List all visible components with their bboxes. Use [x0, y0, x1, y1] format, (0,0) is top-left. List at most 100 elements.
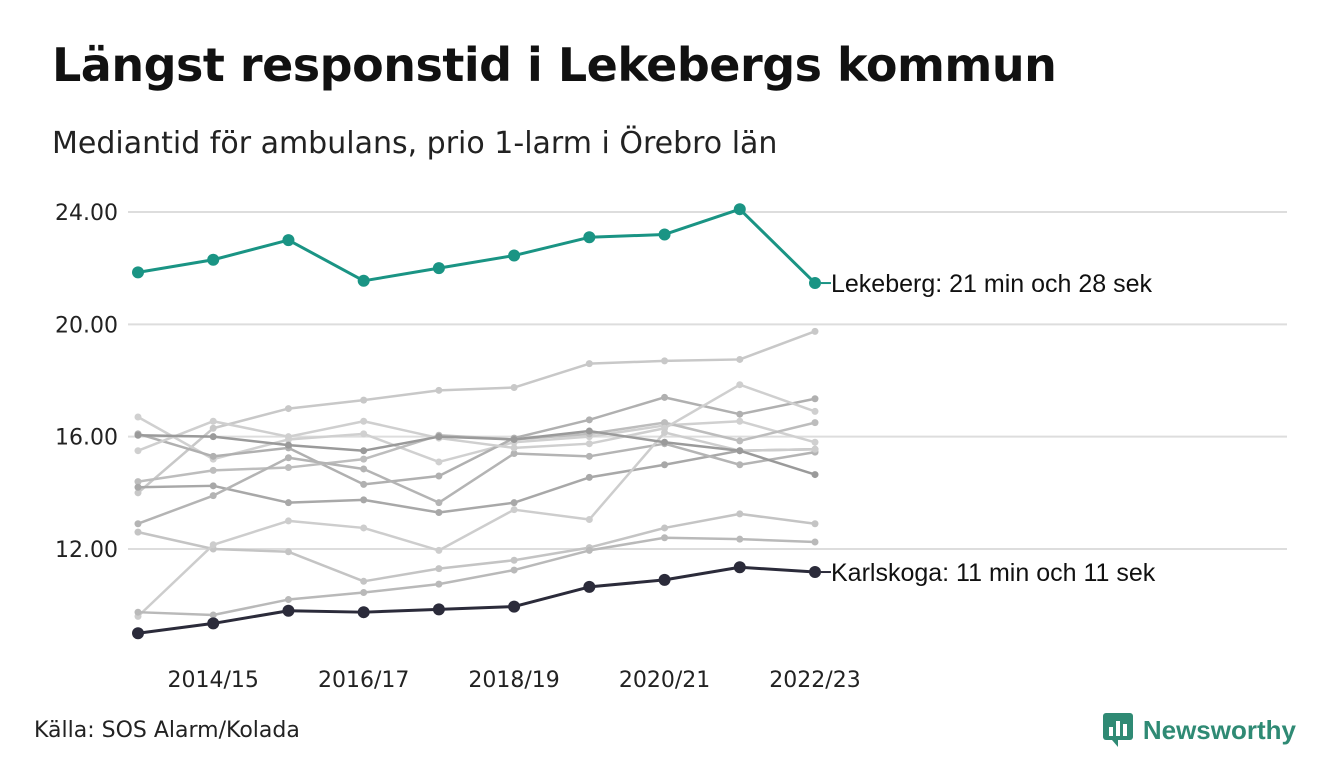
x-tick-label: 2020/21: [619, 668, 710, 693]
background-series-point: [360, 447, 368, 455]
karlskoga-series-point: [357, 606, 370, 619]
background-series-line: [137, 512, 816, 583]
background-series-point: [435, 565, 443, 573]
background-series-point: [736, 437, 744, 445]
background-series-point: [284, 433, 292, 441]
background-series-point: [585, 452, 593, 460]
background-series-point: [736, 381, 744, 389]
background-series-point: [134, 431, 142, 439]
background-series-point: [360, 465, 368, 473]
background-series-line: [137, 429, 816, 476]
background-series-point: [811, 438, 819, 446]
background-series-point: [585, 440, 593, 448]
background-series-point: [209, 424, 217, 432]
background-series-point: [134, 528, 142, 536]
background-series-point: [585, 416, 593, 424]
background-series-point: [811, 538, 819, 546]
background-series-point: [811, 327, 819, 335]
x-axis-ticks: 2014/15 2016/17 2018/19 2020/21 2022/23: [168, 668, 861, 693]
newsworthy-logo-icon: [1102, 713, 1133, 747]
karlskoga-series-point: [583, 580, 596, 593]
karlskoga-series-point: [508, 600, 521, 613]
background-series-point: [209, 433, 217, 441]
background-series-point: [510, 384, 518, 392]
y-tick-label: 16.00: [55, 426, 118, 451]
lekeberg-series-point: [658, 228, 671, 241]
y-tick-label: 24.00: [55, 201, 118, 226]
lekeberg-series-point: [508, 249, 521, 262]
background-series-point: [510, 506, 518, 514]
x-tick-label: 2018/19: [468, 668, 559, 693]
background-series-point: [360, 396, 368, 404]
background-series-point: [661, 524, 669, 532]
lekeberg-series-point: [282, 234, 295, 247]
background-series-point: [134, 489, 142, 497]
background-series-point: [360, 417, 368, 425]
background-series-point: [585, 360, 593, 368]
background-series-point: [811, 419, 819, 427]
background-series-point: [284, 548, 292, 556]
karlskoga-series-point: [432, 603, 445, 616]
background-series-point: [661, 428, 669, 436]
chart-subtitle: Mediantid för ambulans, prio 1-larm i Ör…: [52, 126, 778, 161]
background-series-point: [209, 541, 217, 549]
karlskoga-series-line: [137, 565, 816, 635]
background-series-point: [435, 433, 443, 441]
background-series-point: [736, 410, 744, 418]
background-series-point: [736, 417, 744, 425]
background-series-point: [435, 499, 443, 507]
background-series-point: [134, 478, 142, 486]
karlskoga-end-label: Karlskoga: 11 min och 11 sek: [831, 559, 1156, 587]
karlskoga-series-point: [809, 566, 821, 579]
background-series-point: [435, 508, 443, 516]
background-series-point: [811, 520, 819, 528]
background-series-point: [284, 499, 292, 507]
background-series-point: [134, 608, 142, 616]
x-tick-label: 2016/17: [318, 668, 409, 693]
highlighted-series: Lekeberg: 21 min och 28 sek Karlskoga: 11…: [132, 203, 1156, 640]
background-series-point: [661, 393, 669, 401]
background-series-line: [137, 415, 816, 464]
background-series-point: [209, 466, 217, 474]
y-tick-label: 12.00: [55, 538, 118, 563]
background-series-point: [811, 395, 819, 403]
background-series-point: [209, 417, 217, 425]
background-series-point: [585, 546, 593, 554]
background-series-point: [284, 454, 292, 462]
background-series: [134, 327, 819, 620]
background-series-point: [435, 472, 443, 480]
background-series-point: [736, 355, 744, 363]
background-series-point: [736, 510, 744, 518]
lekeberg-series-point: [733, 203, 746, 216]
background-series-point: [360, 480, 368, 488]
background-series-point: [661, 357, 669, 365]
background-series-line: [137, 431, 816, 618]
y-axis-ticks: 12.00 16.00 20.00 24.00: [55, 201, 118, 563]
background-series-point: [134, 447, 142, 455]
background-series-point: [284, 464, 292, 472]
lekeberg-series-point: [432, 262, 445, 275]
x-tick-label: 2014/15: [168, 668, 259, 693]
background-series-point: [435, 580, 443, 588]
background-series-point: [435, 458, 443, 466]
background-series-point: [209, 492, 217, 500]
background-series-point: [510, 435, 518, 443]
karlskoga-series-point: [207, 617, 220, 630]
background-series-point: [736, 447, 744, 455]
background-series-point: [811, 471, 819, 479]
background-series-point: [360, 589, 368, 597]
brand-logo[interactable]: Newsworthy: [1102, 713, 1296, 747]
background-series-point: [736, 535, 744, 543]
background-series-point: [510, 499, 518, 507]
karlskoga-series-point: [733, 561, 746, 574]
background-series-point: [585, 516, 593, 524]
background-series-point: [661, 461, 669, 469]
lekeberg-series-line: [137, 207, 817, 285]
background-series-line: [137, 383, 816, 452]
source-note: Källa: SOS Alarm/Kolada: [34, 718, 300, 743]
background-series-point: [209, 482, 217, 490]
background-series-point: [360, 524, 368, 532]
lekeberg-end-label: Lekeberg: 21 min och 28 sek: [831, 270, 1153, 298]
background-series-point: [360, 430, 368, 438]
chart-title: Längst responstid i Lekebergs kommun: [52, 38, 1057, 92]
